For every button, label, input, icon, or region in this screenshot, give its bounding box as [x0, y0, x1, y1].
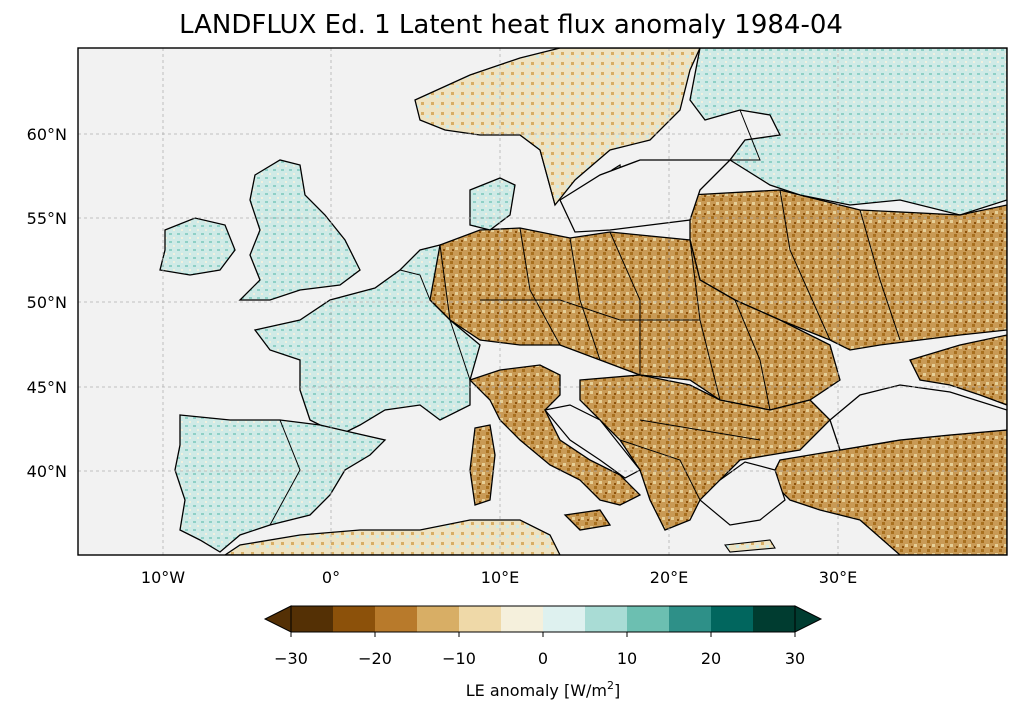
black-sea — [829, 384, 1007, 451]
lon-tick-label: 30°E — [819, 568, 857, 587]
colorbar-segment — [417, 606, 460, 632]
aegean-sea — [699, 461, 786, 526]
great-britain-land — [238, 159, 361, 301]
colorbar-segment — [501, 606, 544, 632]
colorbar-segment — [543, 606, 586, 632]
lat-tick-label: 40°N — [27, 462, 67, 481]
latitude-labels: 60°N 55°N 50°N 45°N 40°N — [27, 125, 67, 481]
lat-tick-label: 55°N — [27, 209, 67, 228]
land-anomaly-field — [159, 48, 1007, 555]
iberia-land — [174, 414, 387, 553]
crete-island — [724, 539, 776, 553]
colorbar-segment — [711, 606, 754, 632]
denmark-land — [469, 177, 516, 231]
france-land — [253, 244, 481, 436]
colorbar — [263, 605, 823, 637]
colorbar-label: LE anomaly [W/m2] — [466, 679, 621, 700]
colorbar-tick-label: −10 — [442, 649, 476, 668]
colorbar-tick-label: −20 — [358, 649, 392, 668]
lon-tick-label: 0° — [322, 568, 340, 587]
colorbar-segment — [753, 606, 796, 632]
colorbar-segment — [669, 606, 712, 632]
colorbar-segment — [333, 606, 376, 632]
colorbar-segment — [291, 606, 334, 632]
gridlines — [78, 48, 1007, 555]
colorbar-under-arrow — [263, 605, 292, 633]
lat-tick-label: 45°N — [27, 378, 67, 397]
colorbar-tick-label: 30 — [785, 649, 805, 668]
lat-tick-label: 60°N — [27, 125, 67, 144]
colorbar-tick-label: 0 — [538, 649, 548, 668]
colorbar-tick-label: 20 — [701, 649, 721, 668]
crimea-land — [909, 334, 1007, 406]
colorbar-segment — [459, 606, 502, 632]
colorbar-segment — [585, 606, 628, 632]
lon-tick-label: 20°E — [650, 568, 688, 587]
finland-russia-land — [689, 48, 1007, 216]
lon-tick-label: 10°W — [141, 568, 185, 587]
colorbar-over-arrow — [794, 605, 823, 633]
balkans-land — [579, 374, 831, 531]
colorbar-tick-label: 10 — [617, 649, 637, 668]
sardinia-land — [469, 424, 496, 506]
chart-title: LANDFLUX Ed. 1 Latent heat flux anomaly … — [179, 10, 843, 40]
colorbar-segment — [627, 606, 670, 632]
map-frame — [77, 47, 1008, 556]
colorbar-tick-labels: −30 −20 −10 0 10 20 30 — [274, 649, 805, 668]
north-africa-land — [223, 519, 561, 555]
colorbar-segment — [375, 606, 418, 632]
ireland-land — [159, 217, 236, 276]
country-borders — [269, 109, 901, 526]
baltic-sea — [559, 159, 732, 233]
longitude-labels: 10°W 0° 10°E 20°E 30°E — [141, 568, 857, 587]
adriatic-sea — [543, 404, 641, 479]
lon-tick-label: 10°E — [481, 568, 519, 587]
italy-land — [468, 364, 642, 506]
sicily-land — [563, 509, 612, 531]
scandinavia-land — [414, 48, 701, 207]
colorbar-tick-label: −30 — [274, 649, 308, 668]
lat-tick-label: 50°N — [27, 293, 67, 312]
